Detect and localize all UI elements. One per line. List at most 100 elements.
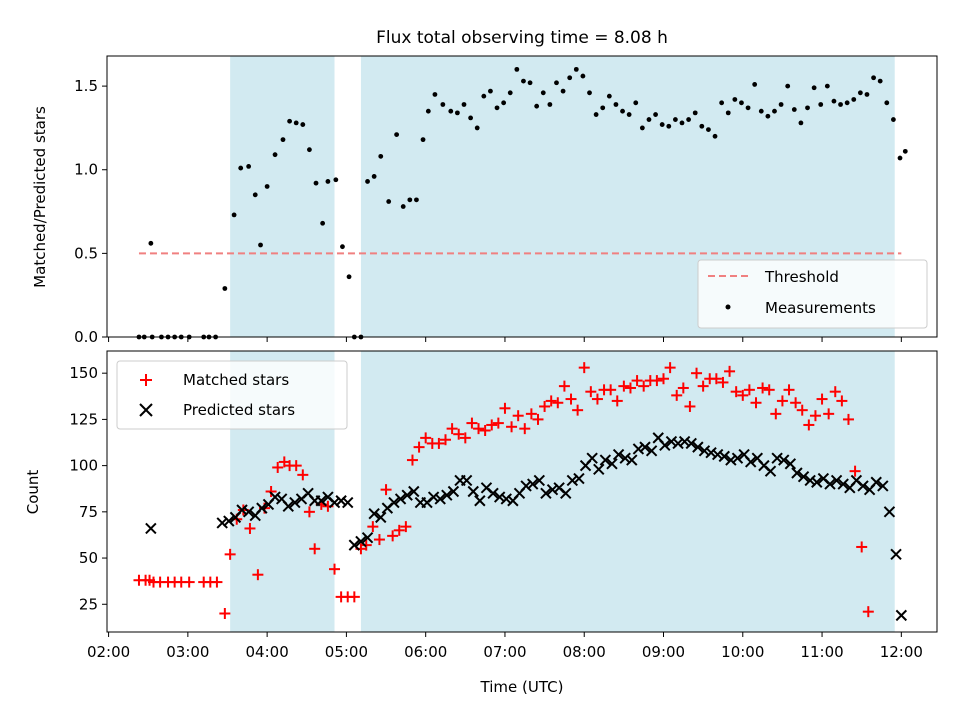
measurement-point xyxy=(587,90,592,96)
predicted-marker-b xyxy=(361,532,374,544)
measurement-point xyxy=(732,97,738,102)
predicted-star-marker xyxy=(659,439,671,451)
predicted-marker-b xyxy=(711,448,724,461)
matched-star-marker xyxy=(453,428,465,440)
predicted-star-marker xyxy=(315,495,328,507)
predicted-star-marker xyxy=(632,443,645,455)
top-legend-box xyxy=(697,259,928,329)
predicted-marker-b xyxy=(520,480,532,492)
predicted-marker-b xyxy=(659,439,671,451)
measurement-point xyxy=(672,117,678,122)
measurement-point xyxy=(890,117,896,122)
matched-star-marker xyxy=(224,548,236,560)
measurement-points xyxy=(136,66,908,340)
measurement-point xyxy=(613,102,619,107)
matched-star-marker xyxy=(219,608,231,620)
predicted-star-marker xyxy=(639,441,651,453)
predicted-star-marker xyxy=(487,487,499,500)
predicted-star-marker xyxy=(586,452,598,464)
predicted-star-marker xyxy=(242,506,255,518)
measurement-point xyxy=(620,108,625,114)
predicted-marker-b xyxy=(355,535,367,548)
matched-star-marker xyxy=(770,408,782,420)
measurement-point xyxy=(246,163,252,169)
predicted-star-marker xyxy=(705,446,717,459)
predicted-marker-b xyxy=(434,493,446,505)
measurement-point xyxy=(325,179,331,184)
predicted-marker-b xyxy=(804,474,816,487)
predicted-marker-b xyxy=(375,511,387,524)
measurement-point xyxy=(494,105,500,111)
matched-star-marker xyxy=(829,386,841,398)
predicted-star-marker xyxy=(342,496,354,509)
predicted-marker-b xyxy=(553,482,565,494)
measurement-point xyxy=(765,113,771,119)
matched-star-marker xyxy=(393,524,405,536)
measurement-point xyxy=(293,120,299,126)
matched-star-marker xyxy=(836,395,848,407)
predicted-star-marker xyxy=(361,532,374,544)
predicted-marker-b xyxy=(870,476,882,488)
predicted-marker-b xyxy=(665,435,678,448)
y-tick-label: 0.0 xyxy=(74,328,98,346)
measurement-point xyxy=(851,97,857,102)
predicted-marker-b xyxy=(645,445,658,457)
y-tick-label: 25 xyxy=(79,595,98,613)
y-tick-label: 75 xyxy=(79,503,98,521)
predicted-star-marker xyxy=(368,507,380,520)
predicted-star-marker xyxy=(434,493,446,505)
measurement-point xyxy=(287,118,292,124)
matched-star-marker xyxy=(565,393,577,405)
measurement-point xyxy=(534,103,540,109)
predicted-star-marker xyxy=(890,548,902,561)
measurement-point xyxy=(320,220,326,226)
bottom-legend-box xyxy=(116,360,348,430)
measurement-point xyxy=(626,112,632,117)
matched-legend-label: Matched stars xyxy=(183,371,289,389)
predicted-star-marker xyxy=(460,474,473,487)
matched-star-marker xyxy=(446,423,458,435)
matched-star-marker xyxy=(406,454,418,466)
predicted-star-marker xyxy=(546,483,559,496)
measurement-point xyxy=(454,110,460,116)
measurement-point xyxy=(871,75,876,81)
matched-star-marker xyxy=(545,395,557,407)
predicted-star-marker xyxy=(216,517,228,529)
matched-star-marker xyxy=(532,413,544,425)
predicted-star-marker xyxy=(883,506,896,518)
threshold-legend-label: Threshold xyxy=(764,268,839,286)
measurement-point xyxy=(148,240,154,246)
matched-star-marker xyxy=(512,410,524,422)
bottom-x-ticks: 02:00 03:00 04:00 05:00 06:00 07:00 08:00 09:00… xyxy=(87,632,923,661)
measurement-legend-swatch xyxy=(725,304,731,310)
predicted-star-marker xyxy=(612,448,625,461)
matched-star-marker xyxy=(842,413,854,425)
predicted-marker-b xyxy=(441,489,453,501)
measurement-point xyxy=(600,105,606,111)
predicted-marker-b xyxy=(315,495,328,507)
predicted-marker-b xyxy=(282,500,294,512)
matched-star-marker xyxy=(519,423,531,435)
measurement-point xyxy=(699,123,705,129)
measurement-point xyxy=(346,274,352,280)
measurement-point xyxy=(300,122,306,127)
y-tick-label: 0.5 xyxy=(74,244,98,262)
x-tick-label: 05:00 xyxy=(325,643,368,661)
predicted-star-marker xyxy=(837,478,849,490)
measurement-point xyxy=(264,184,270,189)
measurement-point xyxy=(554,80,559,86)
matched-star-marker xyxy=(572,404,584,416)
matched-star-marker xyxy=(486,419,498,431)
predicted-star-marker xyxy=(731,452,744,464)
matched-star-marker xyxy=(525,408,537,420)
matched-star-marker xyxy=(459,432,471,444)
matched-star-marker xyxy=(671,389,683,401)
predicted-marker-b xyxy=(342,496,354,509)
predicted-star-marker xyxy=(493,491,506,503)
predicted-marker-b xyxy=(811,476,823,488)
measurement-point xyxy=(365,179,370,184)
measurement-point xyxy=(791,107,797,112)
predicted-marker-b xyxy=(824,478,836,490)
matched-star-marker xyxy=(413,441,425,453)
measurement-point xyxy=(666,123,672,129)
